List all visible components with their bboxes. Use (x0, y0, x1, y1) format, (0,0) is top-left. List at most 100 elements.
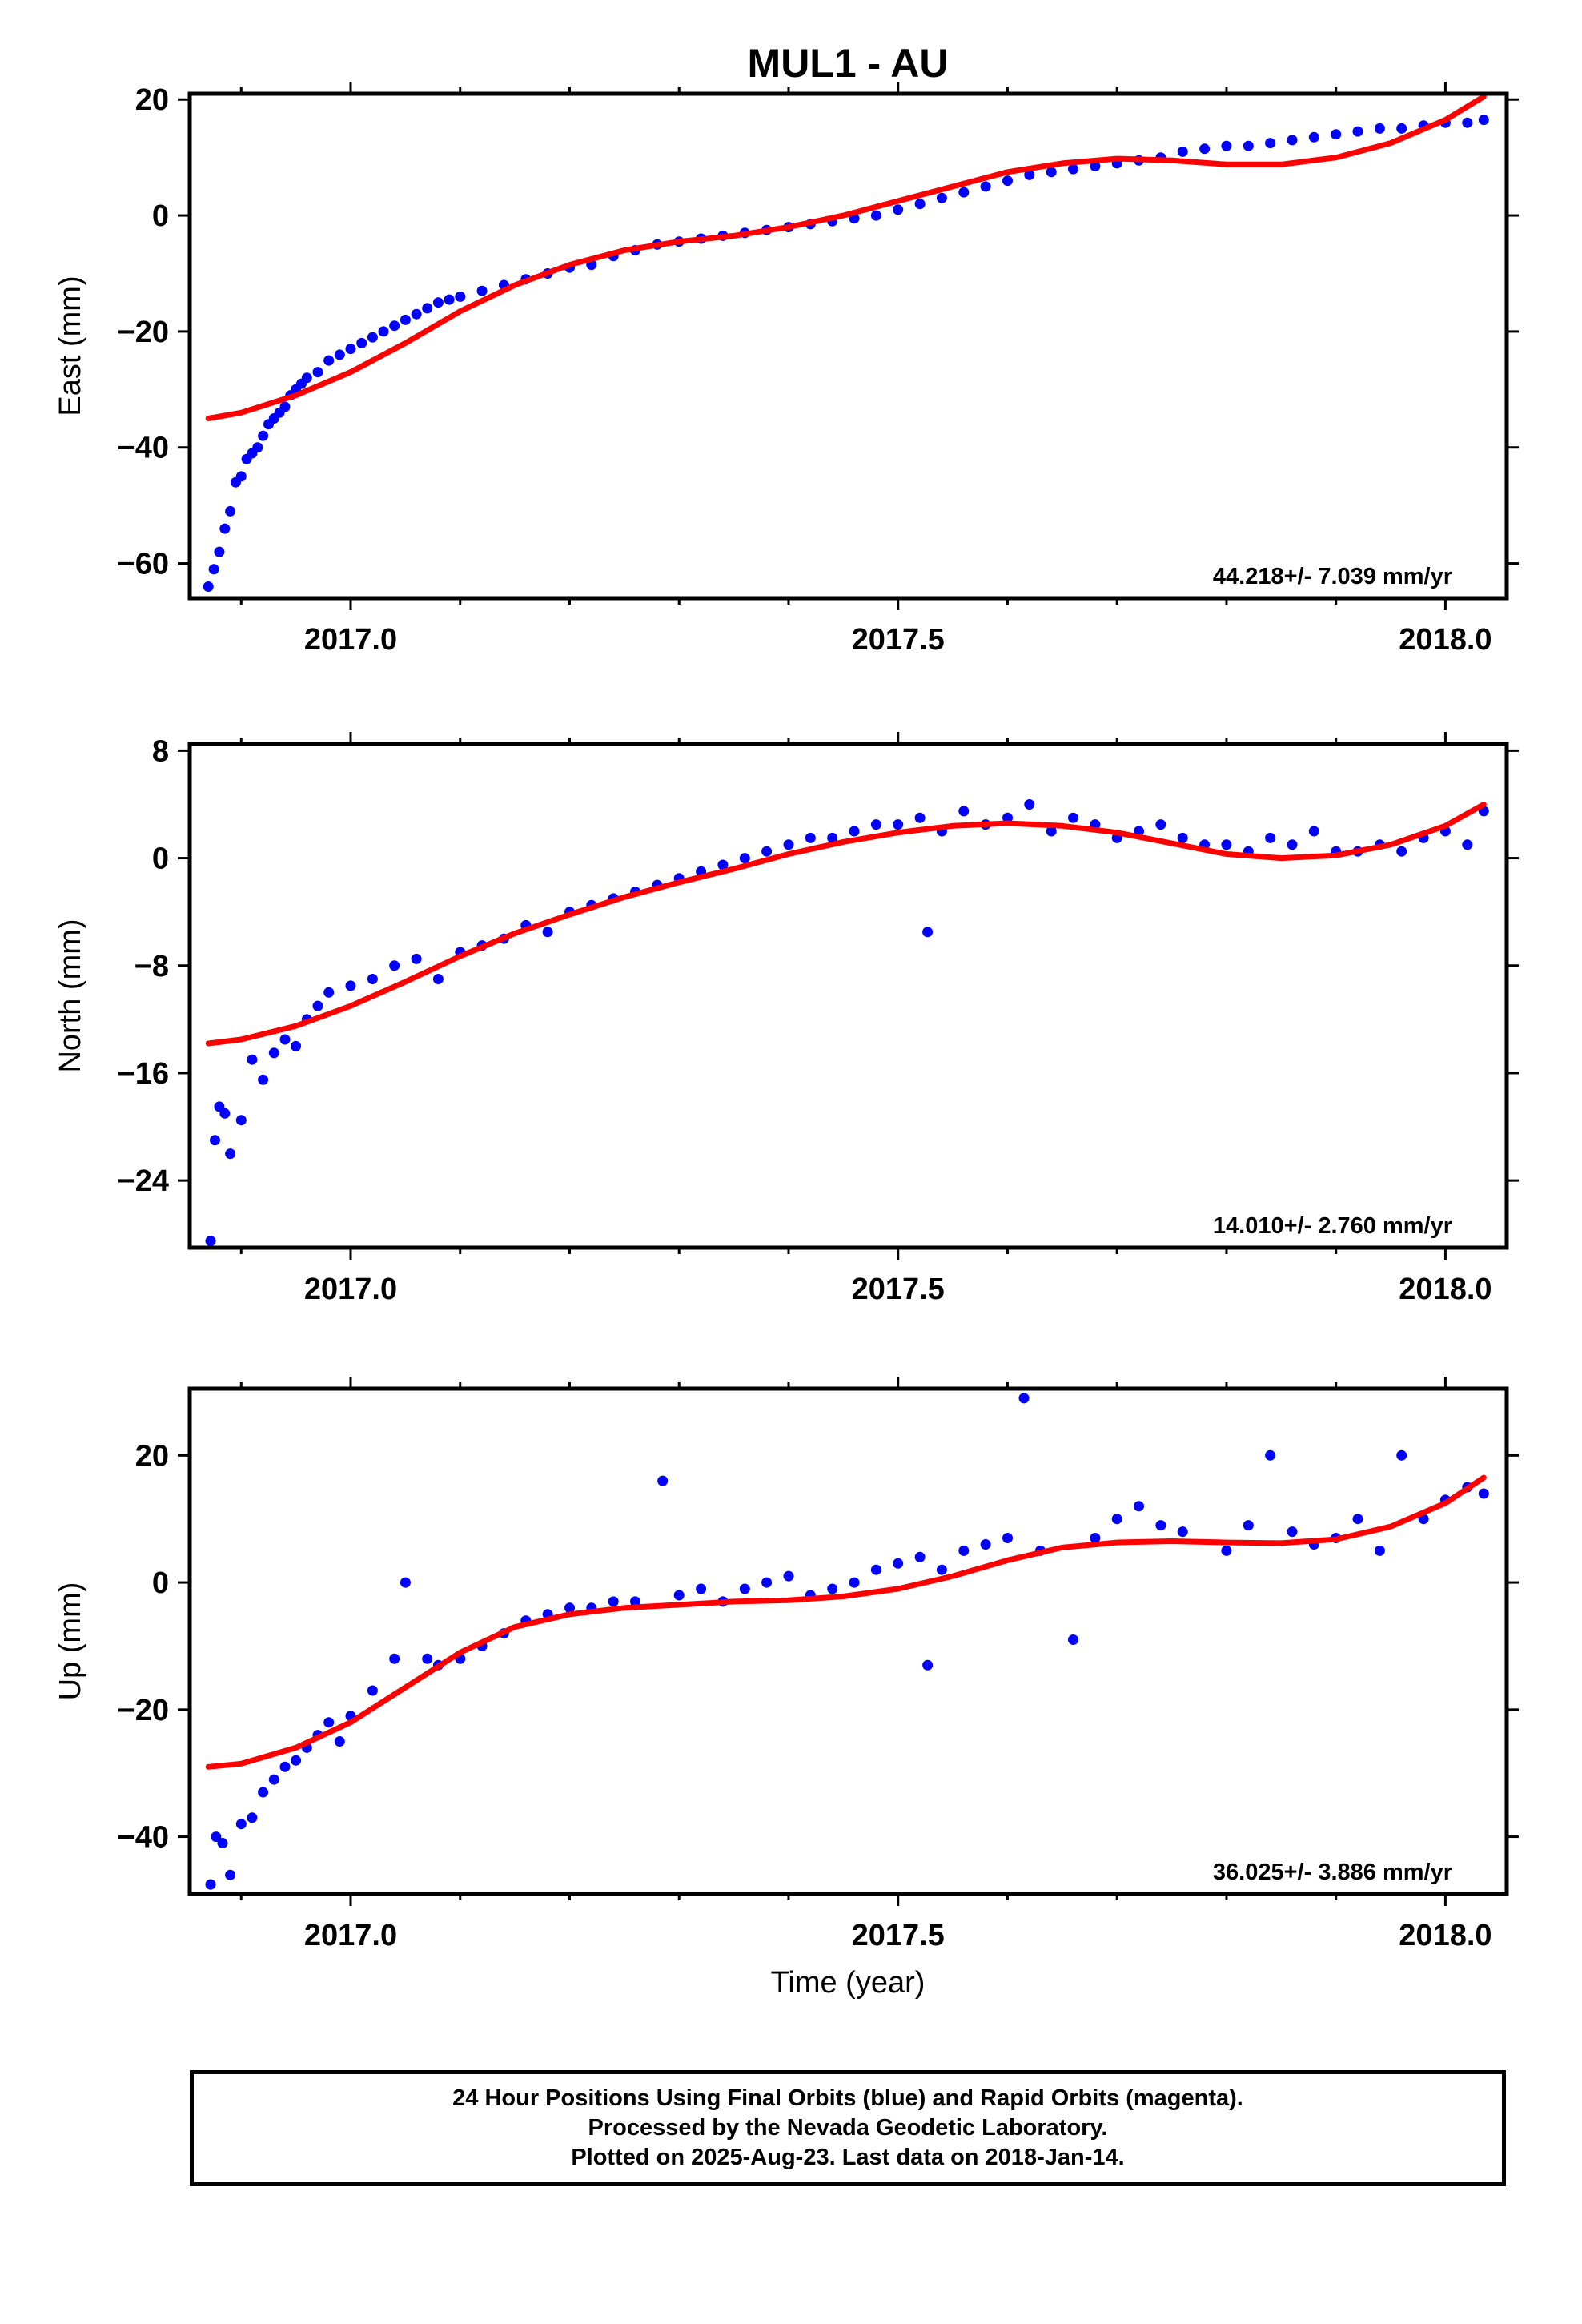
up-data-point (235, 1819, 247, 1830)
east-data-point (980, 181, 991, 192)
east-y-tick-label: 0 (152, 199, 169, 233)
east-data-point (958, 187, 970, 198)
up-y-tick-label: −40 (118, 1821, 169, 1855)
east-data-point (422, 303, 433, 314)
up-x-tick-label: 2018.0 (1399, 1919, 1492, 1952)
east-data-point (1199, 143, 1211, 155)
east-data-point (214, 546, 225, 557)
up-data-point (1287, 1526, 1298, 1538)
up-data-point (696, 1583, 707, 1594)
east-data-point (444, 294, 455, 305)
east-y-tick-label: −20 (118, 316, 169, 349)
east-data-point (432, 297, 444, 308)
east-y-axis-label: East (mm) (54, 275, 87, 416)
up-data-point (323, 1717, 335, 1728)
east-data-point (258, 430, 269, 441)
north-rate-label: 14.010+/- 2.760 mm/yr (1213, 1213, 1452, 1239)
up-data-layer (205, 1393, 1489, 1890)
east-data-point (219, 523, 231, 534)
up-data-point (1221, 1545, 1232, 1556)
east-data-point (1024, 169, 1035, 180)
east-data-point (1374, 123, 1385, 134)
up-data-point (630, 1596, 640, 1607)
east-plot-frame (187, 91, 1509, 601)
up-data-point (922, 1659, 934, 1671)
up-data-point (1177, 1526, 1188, 1538)
up-data-point (1002, 1533, 1013, 1543)
north-data-point (1221, 839, 1232, 850)
east-y-tick-label: 20 (135, 83, 169, 117)
east-data-point (1002, 175, 1013, 187)
east-data-point (476, 285, 488, 296)
east-data-point (1287, 135, 1298, 146)
up-data-point (367, 1685, 378, 1696)
up-data-point (279, 1761, 291, 1772)
up-data-point (1396, 1449, 1407, 1461)
east-data-point (225, 505, 236, 517)
east-data-point (378, 326, 389, 337)
up-y-axis-label: Up (mm) (54, 1582, 87, 1701)
north-data-point (389, 960, 400, 971)
up-data-point (1155, 1520, 1166, 1531)
north-data-point (205, 1236, 216, 1247)
north-data-point (893, 819, 904, 830)
north-x-tick-label: 2017.0 (304, 1273, 397, 1306)
east-data-point (323, 355, 335, 366)
up-rate-label: 36.025+/- 3.886 mm/yr (1213, 1860, 1452, 1885)
up-data-point (1374, 1545, 1385, 1556)
north-data-point (1046, 826, 1057, 837)
east-data-layer (203, 94, 1489, 592)
panel-up: 2017.0 2017.5 2018.0 20 0 −20 −40 Up (mm) 36.025… (54, 1377, 1519, 1952)
up-data-point (827, 1583, 838, 1594)
up-data-point (1265, 1449, 1276, 1461)
footer-line-1: 24 Hour Positions Using Final Orbits (bl… (452, 2085, 1243, 2111)
footer-line-2: Processed by the Nevada Geodetic Laborat… (588, 2115, 1108, 2141)
north-data-point (717, 859, 729, 870)
east-x-tick-label: 2018.0 (1399, 623, 1492, 657)
up-data-point (980, 1539, 991, 1550)
east-data-point (1177, 146, 1188, 157)
north-data-point (258, 1074, 269, 1085)
north-data-point (922, 927, 934, 938)
north-data-point (1068, 812, 1078, 823)
up-x-tick-label: 2017.0 (304, 1919, 397, 1952)
north-data-point (367, 974, 378, 984)
x-axis-label: Time (year) (771, 1966, 926, 2000)
east-data-point (1090, 161, 1101, 171)
up-fit-line (205, 1474, 1487, 1770)
up-data-point (1018, 1393, 1030, 1404)
north-y-tick-label: −24 (118, 1164, 169, 1198)
north-data-point (210, 1135, 220, 1146)
east-data-point (1331, 129, 1342, 140)
north-data-point (1287, 839, 1298, 850)
east-data-point (1221, 140, 1232, 151)
east-data-point (1265, 138, 1276, 149)
east-data-point (203, 581, 214, 592)
up-data-point (291, 1755, 302, 1766)
north-data-point (1155, 819, 1166, 830)
up-data-point (211, 1831, 222, 1843)
up-data-point (761, 1577, 773, 1588)
north-data-layer (205, 799, 1489, 1247)
north-plot-frame (187, 742, 1509, 1250)
north-data-point (914, 812, 926, 823)
north-data-point (870, 819, 881, 830)
north-data-point (542, 927, 553, 938)
up-data-point (783, 1570, 794, 1582)
north-y-tick-label: −16 (118, 1057, 169, 1091)
up-data-point (217, 1838, 228, 1848)
up-data-point (400, 1577, 411, 1588)
up-data-point (958, 1545, 970, 1556)
north-data-point (1265, 832, 1276, 843)
north-data-point (268, 1047, 279, 1059)
up-data-point (870, 1564, 881, 1575)
panel-east: 2017.0 2017.5 2018.0 20 0 −20 −40 −60 East (mm) 4… (54, 82, 1519, 657)
east-data-point (367, 332, 378, 343)
east-rate-label: 44.218+/- 7.039 mm/yr (1213, 564, 1452, 589)
north-y-tick-label: 8 (152, 734, 169, 768)
east-data-point (345, 344, 356, 355)
east-data-point (252, 442, 263, 453)
north-data-point (761, 846, 773, 857)
up-plot-frame (187, 1386, 1509, 1896)
